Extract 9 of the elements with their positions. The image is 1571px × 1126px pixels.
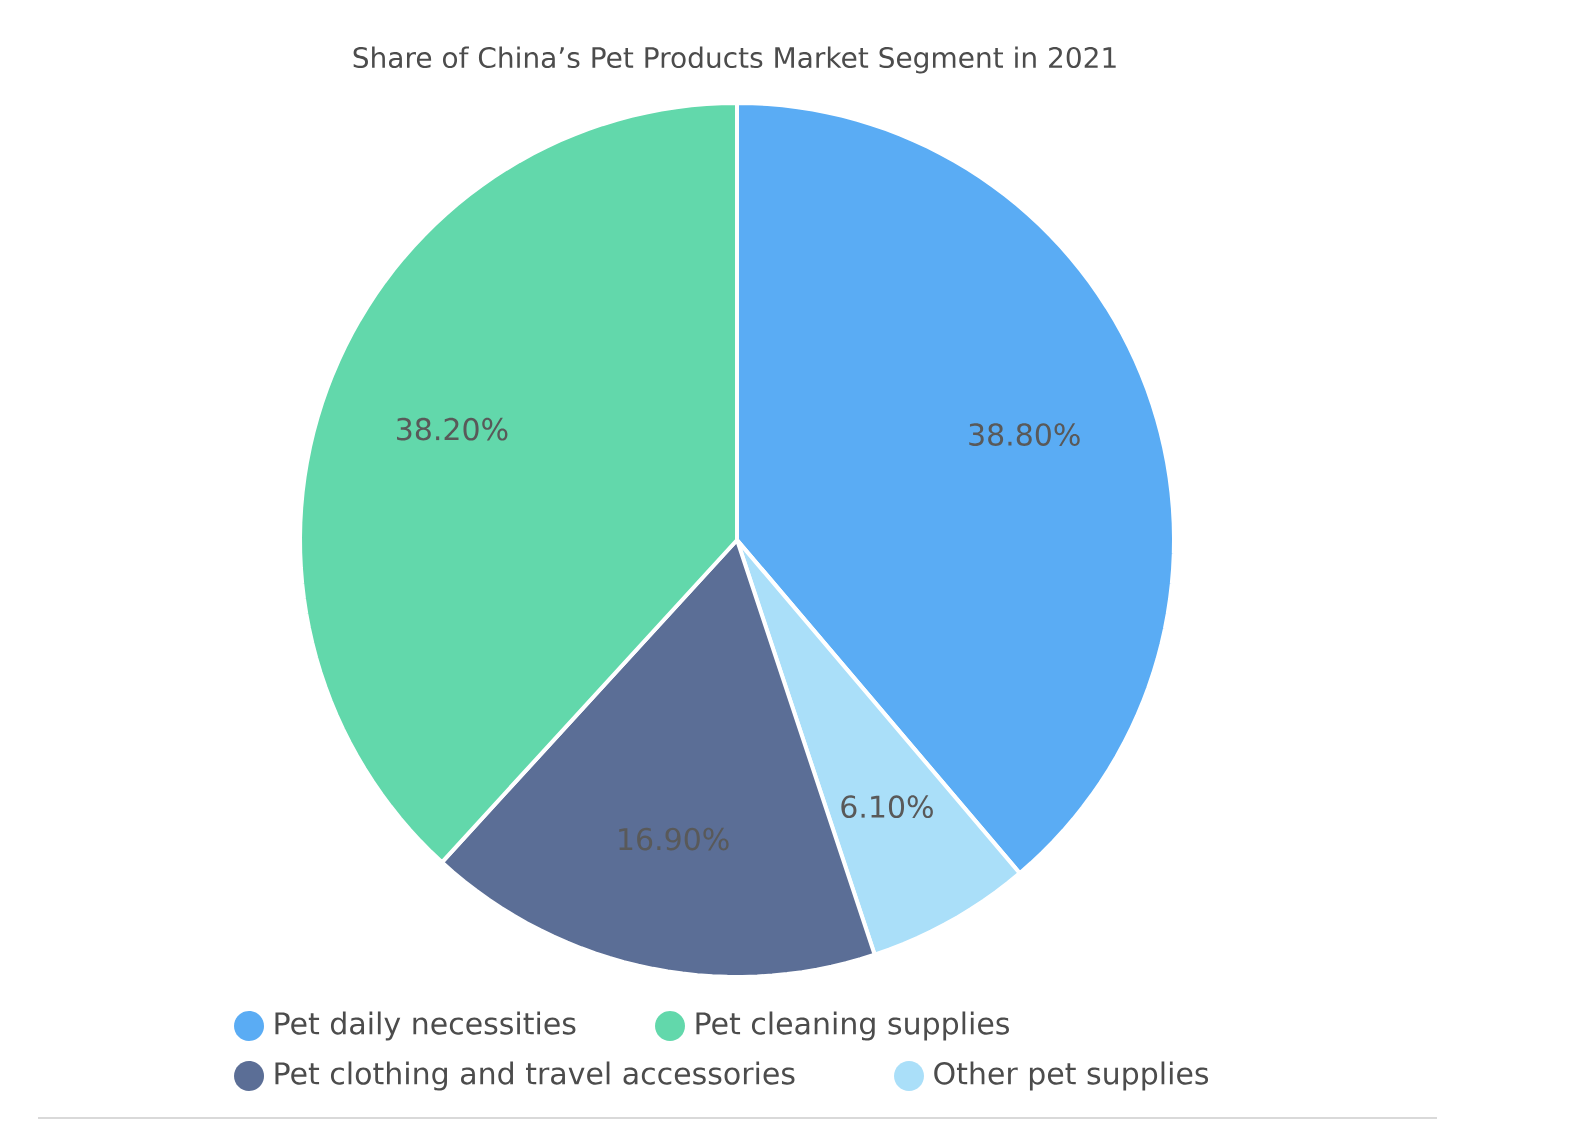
data-label: 6.10% xyxy=(841,795,933,819)
legend-label: Other pet supplies xyxy=(934,1061,1209,1091)
data-label: 38.20% xyxy=(397,417,508,441)
legend-label: Pet daily necessities xyxy=(275,1011,576,1041)
data-label: 38.80% xyxy=(969,423,1080,446)
legend-label: Pet cleaning supplies xyxy=(696,1011,1009,1041)
data-label: 16.90% xyxy=(619,827,729,851)
legend-label: Pet clothing and travel accessories xyxy=(275,1061,795,1091)
chart-title: Share of China’s Pet Products Market Segment in 2021 xyxy=(353,46,1116,74)
